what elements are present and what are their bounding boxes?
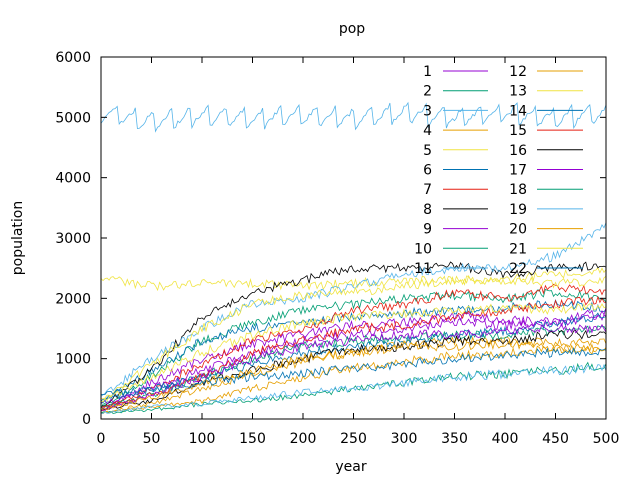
x-tick-label: 200: [290, 431, 317, 447]
x-tick-label: 100: [189, 431, 216, 447]
x-tick-label: 50: [143, 431, 161, 447]
y-tick-label: 2000: [55, 291, 91, 307]
x-tick-label: 350: [441, 431, 468, 447]
x-tick-label: 300: [391, 431, 418, 447]
series-line-11: [100, 222, 607, 397]
legend-label: 16: [509, 143, 527, 159]
chart-title: pop: [339, 21, 365, 37]
x-tick-label: 250: [340, 431, 367, 447]
series-line-3: [100, 101, 607, 133]
legend-label: 22: [509, 261, 527, 277]
legend-label: 10: [414, 241, 432, 257]
series-line-21: [100, 303, 607, 403]
legend-label: 12: [509, 64, 527, 80]
series-layer: [100, 101, 607, 415]
y-tick-label: 1000: [55, 352, 91, 368]
series-line-17: [100, 323, 607, 412]
series-line-19: [100, 363, 607, 414]
series-line-13: [100, 275, 607, 400]
y-tick-label: 5000: [55, 110, 91, 126]
legend-label: 6: [423, 163, 432, 179]
legend-label: 11: [414, 261, 432, 277]
legend-label: 2: [423, 84, 432, 100]
x-axis-label: year: [335, 459, 366, 475]
legend-label: 17: [509, 163, 527, 179]
legend-label: 9: [423, 222, 432, 238]
x-tick-label: 0: [97, 431, 106, 447]
legend-label: 3: [423, 103, 432, 119]
legend-label: 1: [423, 64, 432, 80]
series-line-10: [100, 325, 607, 408]
series-line-15: [100, 295, 607, 409]
y-axis-label: population: [10, 201, 26, 276]
series-line-20: [100, 339, 607, 411]
x-tick-label: 450: [542, 431, 569, 447]
legend-label: 4: [423, 123, 432, 139]
legend-label: 8: [423, 202, 432, 218]
y-tick-label: 3000: [55, 231, 91, 247]
series-line-1: [100, 311, 607, 412]
legend-label: 5: [423, 143, 432, 159]
x-tick-label: 500: [593, 431, 620, 447]
x-tick-label: 150: [239, 431, 266, 447]
axis-ticks: 0 50 100 150 200 250 300 350 400 450 5000100020003…: [55, 50, 619, 447]
legend-label: 20: [509, 222, 527, 238]
series-line-7: [100, 283, 607, 412]
series-line-8: [100, 261, 607, 407]
y-tick-label: 6000: [55, 50, 91, 66]
series-line-12: [100, 343, 607, 415]
series-line-22: [100, 346, 607, 397]
legend-label: 14: [509, 103, 527, 119]
legend-label: 18: [509, 182, 527, 198]
y-tick-label: 0: [82, 412, 91, 428]
legend-label: 21: [509, 241, 527, 257]
legend-label: 15: [509, 123, 527, 139]
y-tick-label: 4000: [55, 171, 91, 187]
legend-label: 7: [423, 182, 432, 198]
x-tick-label: 400: [492, 431, 519, 447]
legend-label: 13: [509, 84, 527, 100]
legend-label: 19: [509, 202, 527, 218]
series-line-5: [100, 267, 607, 292]
